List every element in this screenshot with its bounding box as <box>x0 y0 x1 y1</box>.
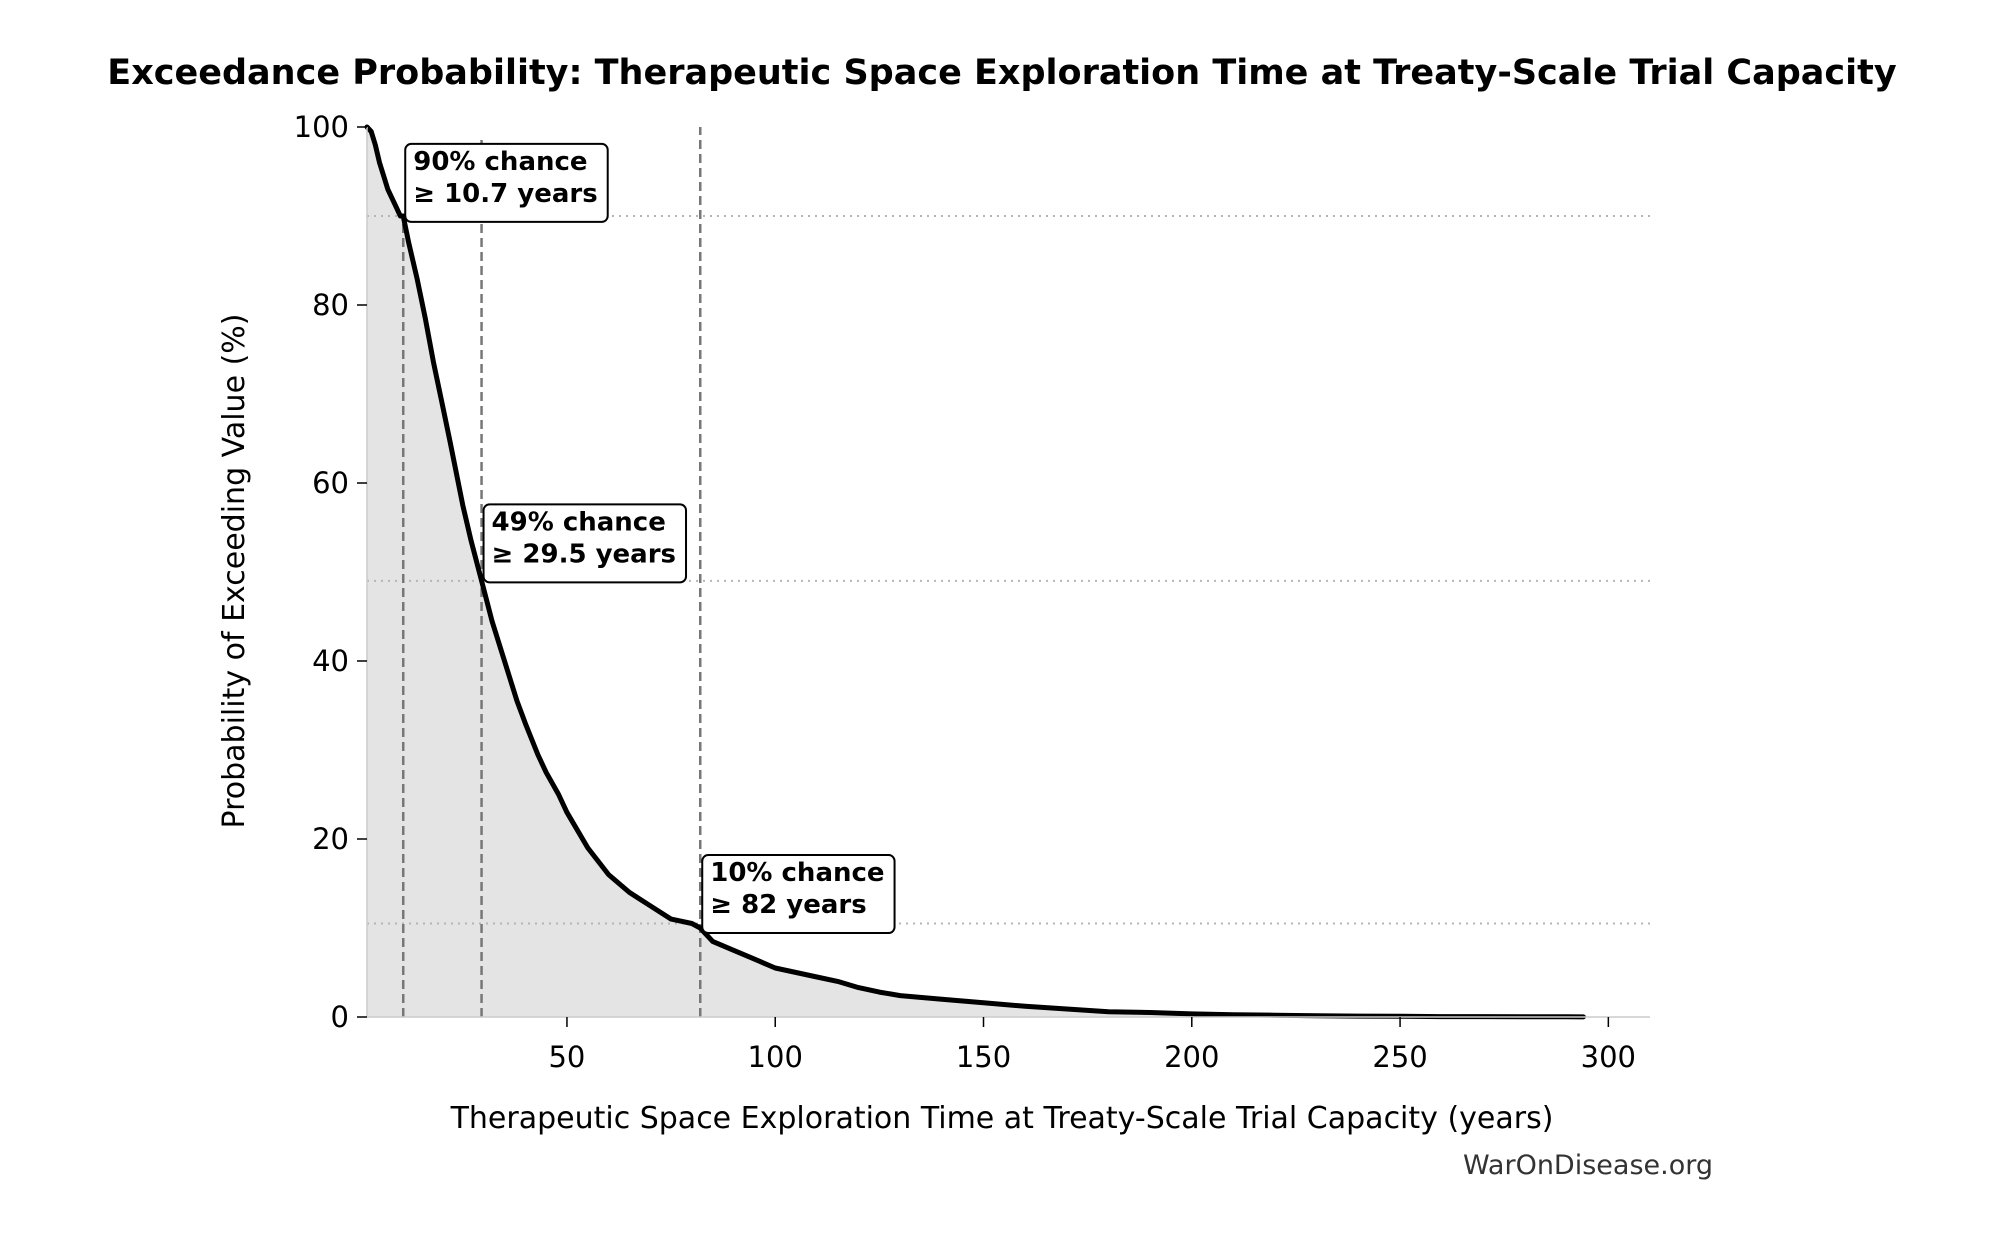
annotation-frame-2 <box>482 503 688 584</box>
x-tick-label-50: 50 <box>548 1040 585 1074</box>
annotation-line1-1: 90% chance <box>413 147 587 177</box>
x-tick-label-300: 300 <box>1581 1040 1636 1074</box>
annotation-line2-2: ≥ 29.5 years <box>492 539 676 569</box>
y-tick-label-20: 20 <box>312 822 349 856</box>
annotation-box-2: 49% chance≥ 29.5 years <box>482 503 688 584</box>
annotation-line1-3: 10% chance <box>710 858 884 888</box>
annotation-line2-3: ≥ 82 years <box>710 890 867 920</box>
y-tick-label-40: 40 <box>312 644 349 678</box>
x-tick-label-200: 200 <box>1164 1040 1219 1074</box>
exceedance-area-fill <box>367 127 1584 1017</box>
x-axis-label: Therapeutic Space Exploration Time at Tr… <box>450 1101 1554 1136</box>
x-tick-label-250: 250 <box>1372 1040 1427 1074</box>
y-axis-label: Probability of Exceeding Value (%) <box>217 314 252 829</box>
y-tick-label-100: 100 <box>294 110 349 144</box>
watermark: WarOnDisease.org <box>1463 1150 1713 1181</box>
chart-title: Exceedance Probability: Therapeutic Spac… <box>107 53 1897 93</box>
annotation-line1-2: 49% chance <box>492 507 666 537</box>
annotation-box-1: 90% chance≥ 10.7 years <box>404 142 609 223</box>
y-tick-label-0: 0 <box>331 1000 349 1034</box>
annotation-frame-3 <box>701 854 896 935</box>
x-tick-label-100: 100 <box>748 1040 803 1074</box>
y-tick-label-60: 60 <box>312 466 349 500</box>
y-tick-label-80: 80 <box>312 288 349 322</box>
exceedance-curve <box>364 124 1586 1020</box>
annotation-box-3: 10% chance≥ 82 years <box>701 854 896 935</box>
annotation-frame-1 <box>404 142 609 223</box>
annotation-line2-1: ≥ 10.7 years <box>413 179 597 209</box>
x-tick-label-150: 150 <box>956 1040 1011 1074</box>
